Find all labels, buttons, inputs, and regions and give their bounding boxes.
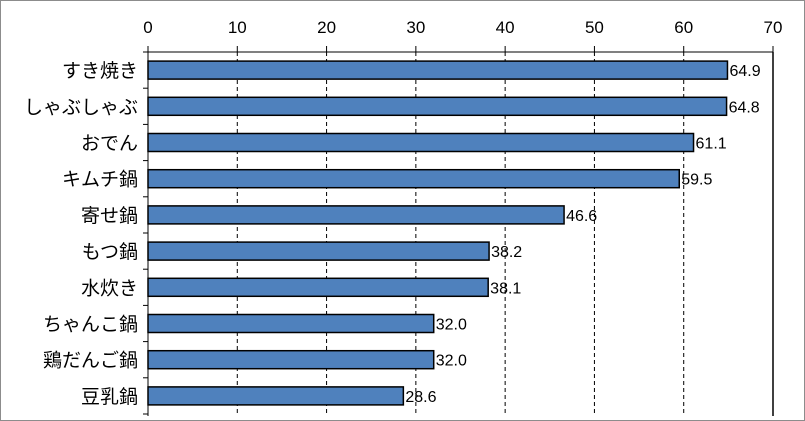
- category-label: 豆乳鍋: [81, 386, 138, 408]
- category-label: 寄せ鍋: [81, 205, 138, 227]
- category-label: キムチ鍋: [62, 169, 138, 191]
- x-tick-label: 0: [143, 18, 152, 37]
- data-label: 32.0: [436, 353, 467, 370]
- x-tick-label: 40: [496, 18, 515, 37]
- bar: [147, 349, 435, 370]
- x-tick-label: 60: [674, 18, 693, 37]
- category-label: もつ鍋: [82, 241, 138, 263]
- bar: [147, 60, 729, 80]
- bar: [147, 205, 565, 225]
- bar: [147, 96, 728, 117]
- x-tick-label: 70: [764, 18, 783, 37]
- data-label: 38.1: [490, 280, 521, 297]
- data-label: 61.1: [696, 136, 727, 153]
- category-label: 鶏だんご鍋: [43, 350, 138, 372]
- bar: [147, 168, 680, 189]
- data-label: 64.9: [729, 63, 760, 80]
- x-tick-label: 30: [406, 18, 425, 37]
- category-label: おでん: [81, 133, 138, 155]
- x-tick-label: 10: [228, 18, 247, 37]
- data-label: 64.8: [729, 99, 760, 116]
- x-tick-label: 50: [585, 18, 604, 37]
- data-label: 28.6: [405, 389, 436, 406]
- bar: [147, 241, 490, 261]
- category-label: しゃぶしゃぶ: [24, 96, 138, 118]
- bar: [147, 132, 695, 153]
- bar: [147, 277, 489, 298]
- data-label: 59.5: [681, 172, 712, 189]
- bar: [147, 313, 435, 334]
- category-label: 水炊き: [81, 277, 138, 299]
- category-label: すき焼き: [62, 60, 138, 82]
- data-label: 32.0: [436, 317, 467, 334]
- x-tick-label: 20: [317, 18, 336, 37]
- data-label: 38.2: [491, 244, 522, 261]
- data-label: 46.6: [566, 208, 597, 225]
- category-label: ちゃんこ鍋: [43, 314, 138, 336]
- bar: [147, 386, 405, 406]
